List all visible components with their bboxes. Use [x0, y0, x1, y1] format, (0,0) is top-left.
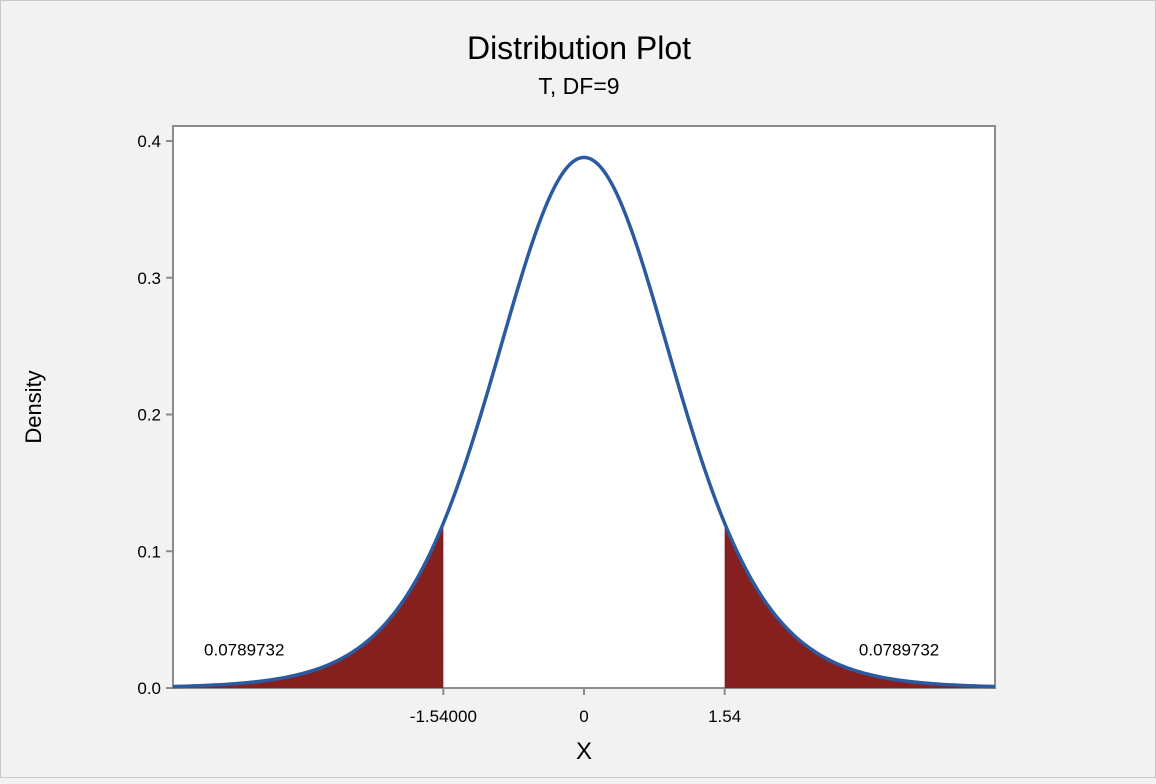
- x-tick-label: 1.54: [708, 707, 741, 726]
- shaded-regions: [173, 523, 995, 688]
- y-axis: 0.0 0.1 0.2 0.3 0.4: [137, 132, 173, 698]
- density-curve: [172, 155, 996, 689]
- x-axis: -1.54000 0 1.54: [410, 688, 741, 726]
- chart-subtitle: T, DF=9: [538, 73, 619, 99]
- y-tick-label: 0.1: [137, 542, 161, 561]
- y-tick-label: 0.2: [137, 406, 161, 425]
- density-curve-layer: [172, 155, 996, 689]
- y-axis-label: Density: [21, 370, 46, 443]
- chart-title: Distribution Plot: [467, 30, 691, 66]
- y-tick-label: 0.3: [137, 269, 161, 288]
- x-axis-label: X: [576, 738, 592, 765]
- shaded-region-2: [724, 523, 995, 688]
- y-tick-label: 0.4: [137, 132, 161, 151]
- x-tick-label: 0: [579, 707, 588, 726]
- area-labels: 0.0789732 0.0789732: [204, 641, 939, 660]
- x-tick-label: -1.54000: [410, 707, 477, 726]
- area-label: 0.0789732: [859, 641, 939, 660]
- shaded-region-1: [173, 523, 444, 688]
- plot-area: [172, 125, 996, 689]
- y-tick-label: 0.0: [137, 679, 161, 698]
- area-label: 0.0789732: [204, 641, 284, 660]
